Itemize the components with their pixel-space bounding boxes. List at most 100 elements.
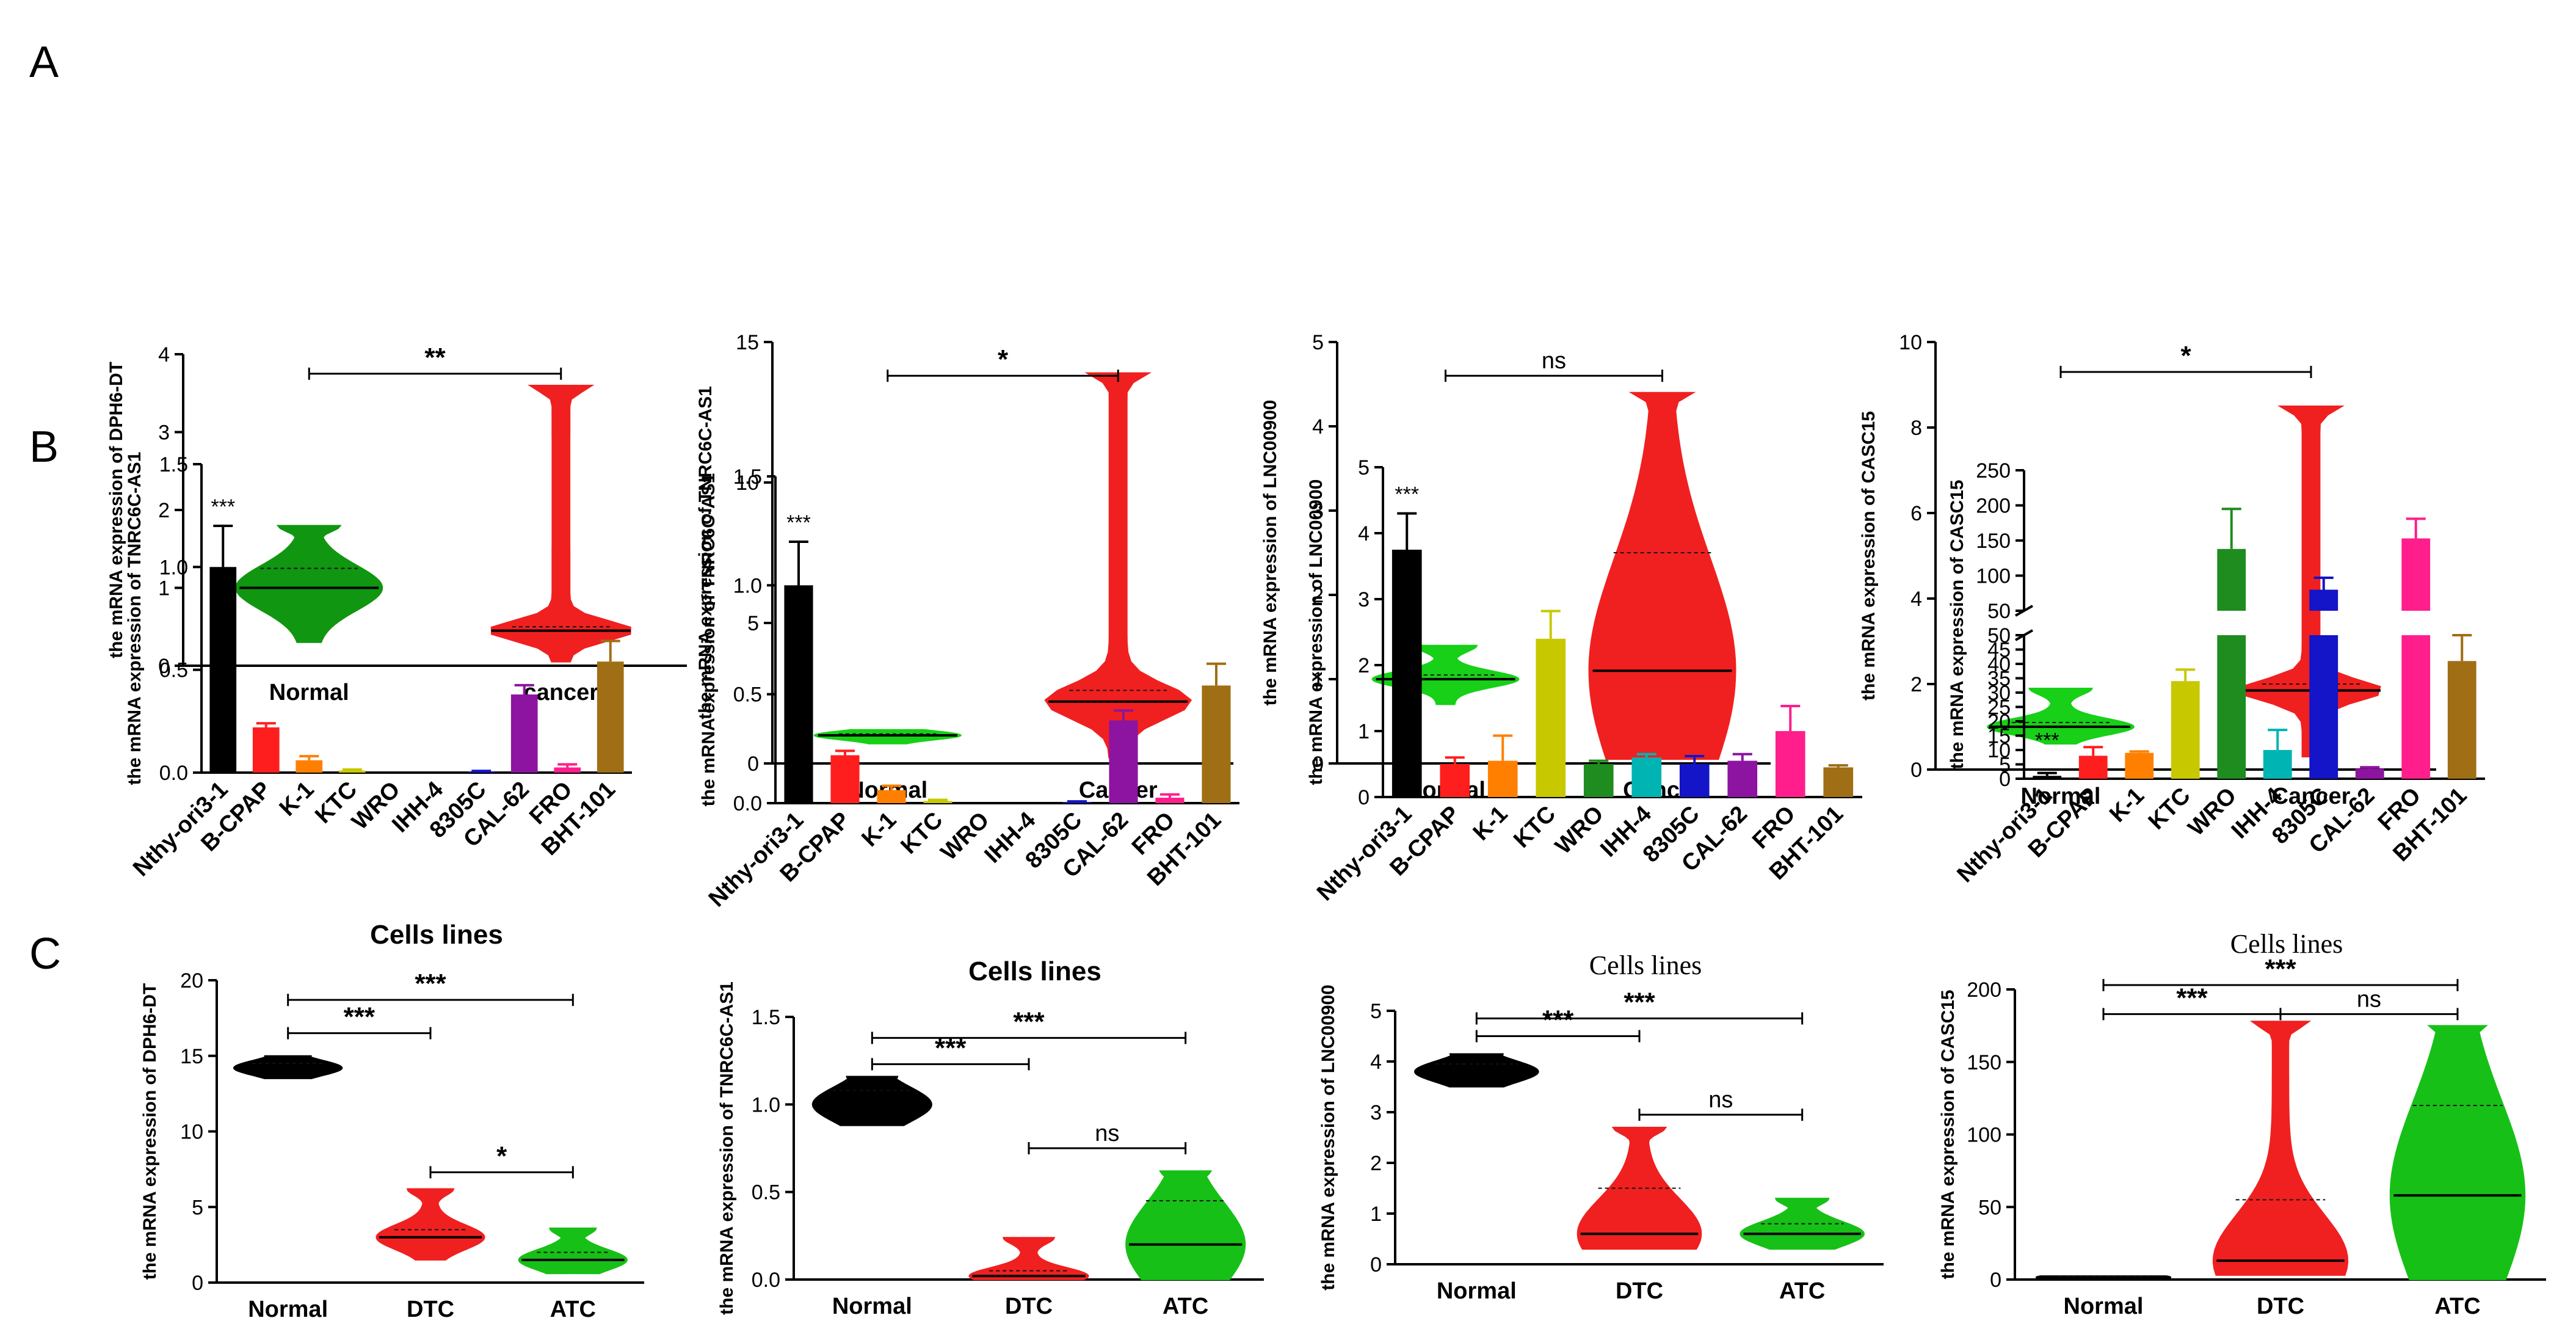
bar-annotation: *** <box>786 511 811 534</box>
bar-nthy-ori3-1 <box>1391 550 1422 797</box>
y-tick-label: 50 <box>1978 1196 2001 1219</box>
x-tick-label: DTC <box>1616 1278 1663 1304</box>
bar-bht-101 <box>1202 685 1231 803</box>
y-tick-label: 5 <box>1358 456 1370 479</box>
y-tick-label: 200 <box>1967 978 2001 1002</box>
bar-cal-62 <box>510 694 538 773</box>
y-tick-label: 10 <box>1899 331 1922 354</box>
y-axis-label: the mRNA expression of TNRC6C-AS1 <box>125 452 145 785</box>
y-tick-label: 2 <box>1910 673 1922 696</box>
violin-dtc <box>2212 1021 2349 1276</box>
significance-label: * <box>998 344 1009 374</box>
bar-nthy-ori3-1 <box>2033 776 2062 779</box>
y-tick-label: 0.5 <box>159 659 188 682</box>
panel-label-b: B <box>29 423 59 472</box>
y-tick-label: 1.0 <box>159 556 188 579</box>
y-axis-label: the mRNA expression of TNRC6C-AS1 <box>717 981 737 1315</box>
y-tick-label: 45 <box>1987 639 2011 662</box>
y-tick-label: 1 <box>158 577 170 600</box>
y-tick-label: 0 <box>747 752 759 776</box>
bar-cal-62 <box>1727 760 1758 797</box>
significance-label: *** <box>1624 987 1655 1017</box>
y-tick-label: 1.0 <box>752 1093 780 1116</box>
significance-label: *** <box>344 1002 376 1032</box>
y-tick-label: 6 <box>1910 502 1922 525</box>
x-tick-label: K-1 <box>2105 783 2149 828</box>
panel-label-a: A <box>29 38 59 87</box>
bar-annotation: *** <box>2035 729 2059 752</box>
y-tick-label: 2 <box>1370 1152 1382 1175</box>
y-axis-label: the mRNA expression of DPH6-DT <box>106 362 126 658</box>
bar-wro <box>1583 764 1614 797</box>
bar-bht-101 <box>597 661 624 773</box>
significance-label: *** <box>1013 1007 1045 1036</box>
x-tick-label: Normal <box>1437 1278 1517 1304</box>
violin-normal <box>813 729 962 745</box>
y-tick-label: 0 <box>1910 759 1922 782</box>
chart-title: Cells lines <box>968 956 1101 986</box>
bar-annotation: *** <box>1395 483 1419 506</box>
y-tick-label: 20 <box>180 969 203 992</box>
chart-title: Cells lines <box>1589 950 1702 980</box>
bar-bht-101 <box>1823 767 1854 797</box>
bar-bht-101 <box>2447 661 2476 779</box>
y-tick-label: 40 <box>1987 653 2011 676</box>
y-tick-label: 0.5 <box>733 683 762 707</box>
y-tick-label: 2 <box>1358 654 1370 677</box>
y-tick-label: 0 <box>1358 786 1370 809</box>
violin-normal <box>811 1076 932 1126</box>
y-tick-label: 5 <box>1312 331 1324 354</box>
chart-c4: Cells lines the mRNA expression of CASC1… <box>1938 929 2546 1319</box>
significance-label: * <box>2180 341 2191 371</box>
y-axis-label: the mRNA expression of CASC15 <box>1947 480 1967 770</box>
chart-a1: the mRNA expression of DPH6-DT Normal ca… <box>106 343 687 705</box>
violin-cancer <box>1044 372 1192 759</box>
y-tick-label: 10 <box>180 1121 203 1144</box>
y-tick-label: 250 <box>1976 459 2011 482</box>
chart-title: Cells lines <box>2230 929 2343 959</box>
bar-8305c <box>1679 764 1710 797</box>
y-tick-label: 10 <box>1987 739 2011 762</box>
bar-b-cpap <box>1440 764 1470 797</box>
y-tick-label: 1.5 <box>752 1006 780 1029</box>
y-tick-label: 1.0 <box>733 574 762 597</box>
x-tick-label: Normal <box>2021 784 2101 809</box>
y-tick-label: 0 <box>192 1272 203 1295</box>
y-tick-label: 4 <box>1910 588 1922 611</box>
y-tick-label: 2 <box>1312 584 1324 607</box>
y-tick-label: 4 <box>1370 1051 1382 1074</box>
panel-label-c: C <box>29 930 61 978</box>
y-tick-label: 1 <box>1312 668 1324 691</box>
violin-atc <box>1125 1170 1246 1280</box>
y-tick-label: 35 <box>1987 668 2011 691</box>
y-tick-label: 10 <box>736 472 759 495</box>
violin-dtc <box>968 1237 1089 1280</box>
y-axis-label: the mRNA expression of CASC15 <box>1859 411 1879 701</box>
y-tick-label: 3 <box>1358 588 1370 611</box>
y-tick-label: 15 <box>736 331 759 354</box>
y-axis-label: the mRNA expression of LNC00900 <box>1318 985 1338 1291</box>
bar-k-1 <box>2125 752 2154 779</box>
x-tick-label: DTC <box>407 1297 454 1322</box>
significance-label: ns <box>1542 348 1566 374</box>
x-tick-label: ATC <box>2434 1294 2480 1319</box>
y-tick-label: 50 <box>1987 624 2011 647</box>
chart-title: Cells lines <box>370 920 503 950</box>
x-tick-label: WRO <box>1550 801 1608 859</box>
y-tick-label: 0 <box>1370 1253 1382 1276</box>
violin-normal <box>235 525 383 643</box>
x-tick-label: DTC <box>1005 1294 1053 1319</box>
x-tick-label: KTC <box>1509 801 1561 853</box>
significance-label: *** <box>415 969 446 999</box>
y-tick-label: 3 <box>1312 500 1324 523</box>
bar-ihh-4 <box>2263 750 2292 779</box>
y-tick-label: 0.0 <box>159 762 188 785</box>
x-tick-label: Normal <box>2064 1294 2144 1319</box>
x-tick-label: Normal <box>832 1294 912 1319</box>
significance-label: * <box>496 1141 507 1171</box>
y-tick-label: 100 <box>1967 1124 2001 1147</box>
y-tick-label: 5 <box>1370 1000 1382 1023</box>
bar-fro-upper <box>2401 538 2431 611</box>
chart-c2: Cells lines the mRNA expression of TNRC6… <box>717 956 1264 1319</box>
x-tick-label: Cancer <box>2272 784 2351 809</box>
